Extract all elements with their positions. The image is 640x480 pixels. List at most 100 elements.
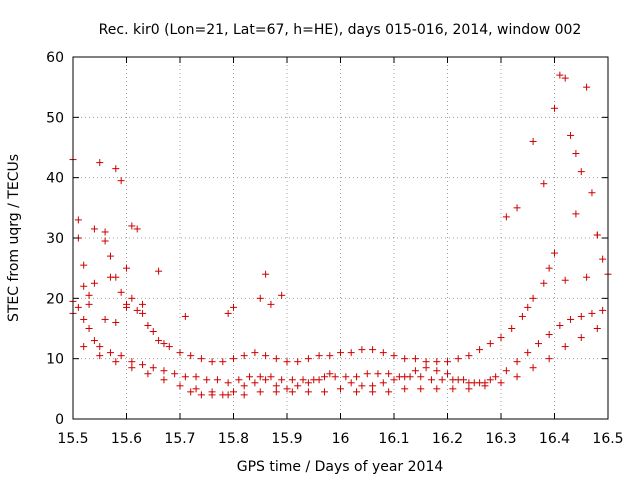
data-point xyxy=(411,367,419,375)
data-point xyxy=(369,346,377,354)
data-point xyxy=(502,213,510,221)
data-point xyxy=(74,303,82,311)
data-point xyxy=(577,312,585,320)
data-point xyxy=(213,376,221,384)
data-point xyxy=(358,346,366,354)
data-point xyxy=(524,349,532,357)
data-point xyxy=(90,337,98,345)
data-point xyxy=(267,300,275,308)
data-point xyxy=(272,355,280,363)
grid-lines xyxy=(73,57,608,419)
data-point xyxy=(117,352,125,360)
data-point xyxy=(230,388,237,396)
x-tick-label: 16.5 xyxy=(592,431,623,447)
data-point xyxy=(224,309,232,317)
x-tick-label: 16.4 xyxy=(539,431,570,447)
data-point xyxy=(101,315,109,323)
data-point xyxy=(106,349,114,357)
data-point xyxy=(278,291,286,299)
data-point xyxy=(465,352,473,360)
data-point xyxy=(278,376,286,384)
data-point xyxy=(123,264,130,272)
y-tick-label: 30 xyxy=(46,231,64,247)
data-point xyxy=(577,168,585,176)
data-point xyxy=(80,261,88,269)
data-point xyxy=(133,225,141,233)
data-point xyxy=(90,279,98,287)
data-point xyxy=(513,204,521,212)
data-point xyxy=(551,104,558,112)
data-point xyxy=(315,376,323,384)
data-point xyxy=(101,228,109,236)
data-point xyxy=(320,373,328,381)
data-point xyxy=(513,373,521,381)
data-point xyxy=(529,294,537,302)
data-point xyxy=(256,373,264,381)
data-point xyxy=(401,373,409,381)
data-point xyxy=(379,349,387,357)
data-point xyxy=(262,270,270,278)
data-point xyxy=(230,303,237,311)
data-point xyxy=(572,150,580,158)
y-tick-label: 40 xyxy=(46,171,64,187)
y-axis-label: STEC from uqrg / TECUs xyxy=(6,154,22,322)
data-point xyxy=(347,379,355,387)
data-point xyxy=(540,180,548,188)
data-point xyxy=(133,306,141,314)
data-point xyxy=(583,83,591,91)
data-point xyxy=(160,367,168,375)
data-point xyxy=(128,294,136,302)
data-point xyxy=(545,355,553,363)
data-point xyxy=(208,391,216,399)
data-point xyxy=(197,391,205,399)
data-point xyxy=(427,376,435,384)
data-point xyxy=(155,267,163,275)
data-point xyxy=(390,376,398,384)
data-point xyxy=(96,343,104,351)
data-point xyxy=(417,373,425,381)
data-point xyxy=(567,131,575,139)
data-point xyxy=(593,325,601,332)
data-point xyxy=(294,382,302,390)
data-points xyxy=(69,71,612,399)
data-point xyxy=(556,71,564,79)
x-tick-label: 16.2 xyxy=(432,431,463,447)
data-point xyxy=(486,340,494,348)
x-axis-label: GPS time / Days of year 2014 xyxy=(237,459,444,475)
data-point xyxy=(422,358,430,366)
data-point xyxy=(401,385,409,393)
data-point xyxy=(331,373,339,381)
data-point xyxy=(208,358,216,366)
data-point xyxy=(433,367,441,375)
data-point xyxy=(449,385,457,393)
data-point xyxy=(411,355,419,363)
data-point xyxy=(85,300,93,308)
data-point xyxy=(235,376,243,384)
data-point xyxy=(476,379,484,387)
data-point xyxy=(240,391,248,399)
y-tick-label: 0 xyxy=(55,412,64,428)
data-point xyxy=(117,177,125,185)
data-point xyxy=(593,231,601,239)
data-point xyxy=(139,300,147,308)
data-point xyxy=(90,225,98,233)
axis-ticks: 15.5 15.6 15.7 15.8 15.9 16 16.1 16.2 16.3 16.4 16… xyxy=(46,50,623,447)
data-point xyxy=(551,249,558,257)
data-point xyxy=(128,358,136,366)
data-point xyxy=(465,385,473,393)
data-point xyxy=(176,382,184,390)
data-point xyxy=(545,331,553,339)
data-point xyxy=(246,373,254,381)
data-point xyxy=(561,276,569,284)
data-point xyxy=(251,379,259,387)
data-point xyxy=(583,273,591,281)
data-point xyxy=(283,385,291,393)
data-point xyxy=(304,388,312,396)
data-point xyxy=(369,382,377,390)
x-tick-label: 15.8 xyxy=(218,431,249,447)
data-point xyxy=(160,340,168,348)
x-tick-label: 15.5 xyxy=(57,431,88,447)
data-point xyxy=(561,74,569,82)
data-point xyxy=(203,376,211,384)
data-point xyxy=(353,388,361,396)
